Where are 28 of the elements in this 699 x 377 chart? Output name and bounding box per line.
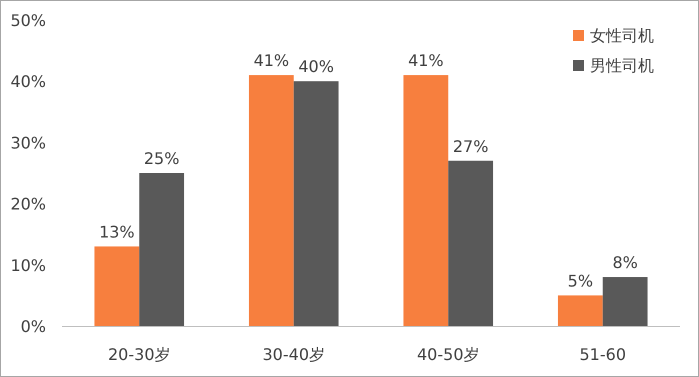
bar <box>602 277 648 326</box>
y-tick-label: 10% <box>10 256 46 275</box>
y-tick-label: 50% <box>10 11 46 30</box>
data-label: 40% <box>298 57 334 76</box>
x-tick-label: 40-50岁 <box>417 345 480 364</box>
data-label: 27% <box>452 136 488 156</box>
bar <box>94 246 140 326</box>
y-tick-label: 40% <box>10 72 46 92</box>
x-tick-label: 30-40岁 <box>262 345 325 364</box>
y-tick-label: 0% <box>20 317 46 336</box>
data-label: 41% <box>408 51 444 70</box>
data-label: 25% <box>144 149 180 168</box>
bar <box>139 173 184 326</box>
bar <box>448 160 494 326</box>
bar <box>294 81 339 326</box>
data-label: 8% <box>612 253 638 272</box>
bar <box>403 75 448 326</box>
bar <box>248 75 294 326</box>
data-label: 41% <box>254 51 290 70</box>
bar <box>558 295 603 326</box>
data-label: 5% <box>568 271 594 290</box>
legend-label: 男性司机 <box>590 56 654 75</box>
x-tick-label: 20-30岁 <box>108 345 170 364</box>
y-tick-label: 30% <box>10 133 46 152</box>
data-label: 13% <box>99 222 135 242</box>
legend-label: 女性司机 <box>590 26 654 45</box>
y-tick-label: 20% <box>10 194 46 214</box>
x-tick-label: 51-60 <box>580 345 626 364</box>
